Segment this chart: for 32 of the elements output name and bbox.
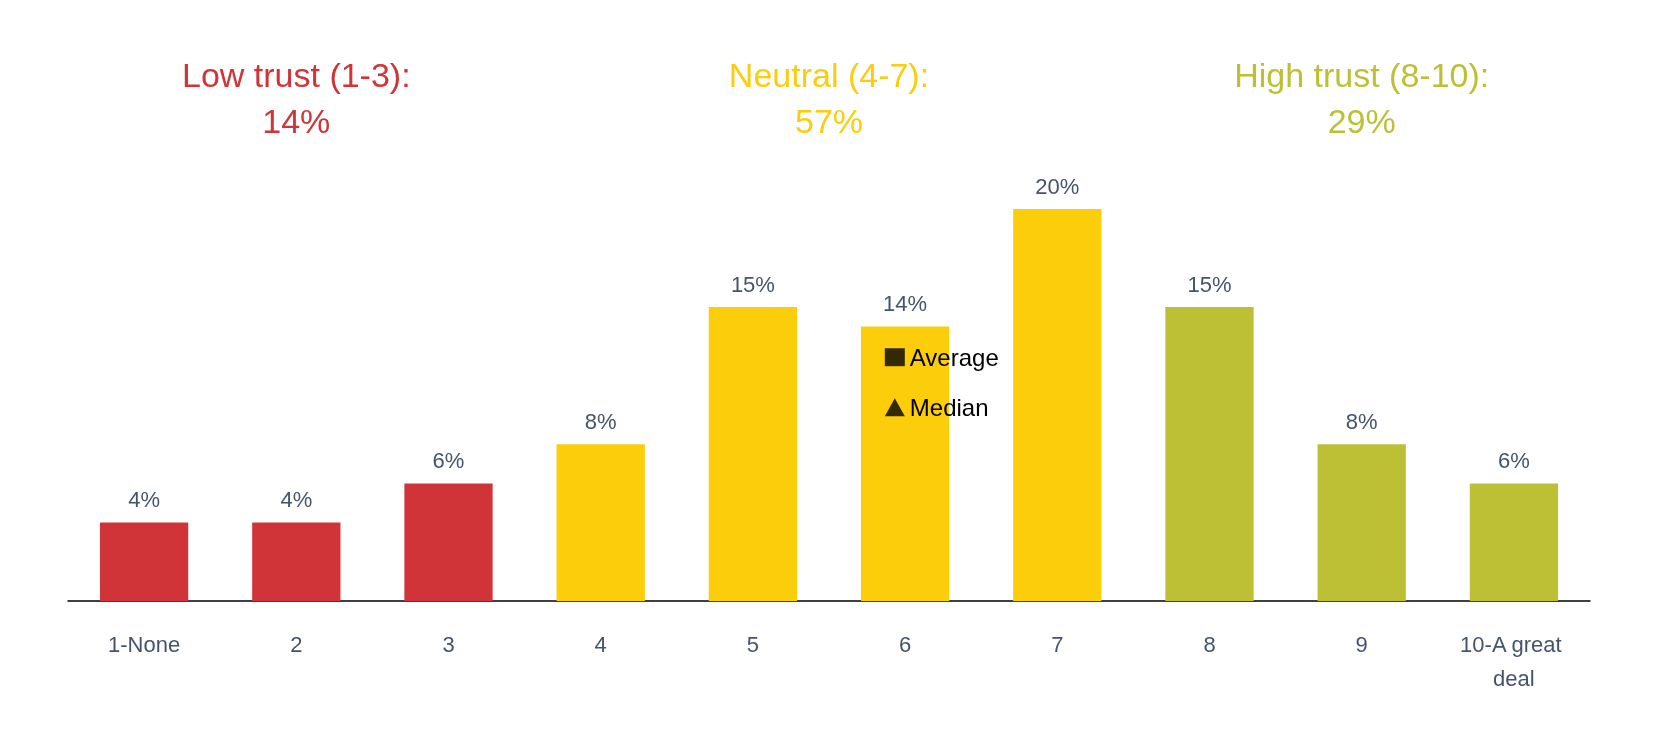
data-label: 15% [730, 271, 775, 297]
x-tick-label: 4 [594, 631, 607, 657]
x-tick-label: 8 [1203, 631, 1216, 657]
bar [99, 522, 189, 601]
data-label: 15% [1187, 271, 1232, 297]
text: Neutral (4-7): 57% [728, 56, 930, 140]
data-label: 4% [128, 487, 160, 513]
data-label: 4% [280, 487, 313, 513]
x-tick-label: 9 [1355, 631, 1368, 657]
x-tick-label: 3 [442, 631, 455, 657]
bar [404, 483, 493, 601]
data-label: 6% [1498, 447, 1530, 473]
data-label: 6% [432, 447, 465, 473]
bar [1165, 307, 1254, 601]
bar [556, 444, 645, 601]
bar [708, 307, 798, 601]
x-tick-label: 10-A great deal [1460, 631, 1568, 691]
data-label: 8% [1345, 408, 1378, 434]
text: High trust (8-10): 29% [1234, 56, 1490, 140]
x-tick-label: 5 [746, 631, 760, 657]
data-label: 8% [584, 408, 617, 434]
x-tick-label: 7 [1051, 631, 1064, 657]
data-label: 20% [1035, 173, 1080, 199]
x-tick-label: 1-None [108, 631, 181, 657]
text: Low trust (1-3): 14% [181, 56, 411, 140]
data-label: 14% [883, 291, 928, 317]
bar [1013, 209, 1102, 601]
x-tick-label: 6 [898, 631, 912, 657]
bar [1317, 444, 1406, 601]
x-tick-label: 2 [290, 631, 303, 657]
bar [252, 522, 341, 601]
bar [1469, 483, 1559, 601]
